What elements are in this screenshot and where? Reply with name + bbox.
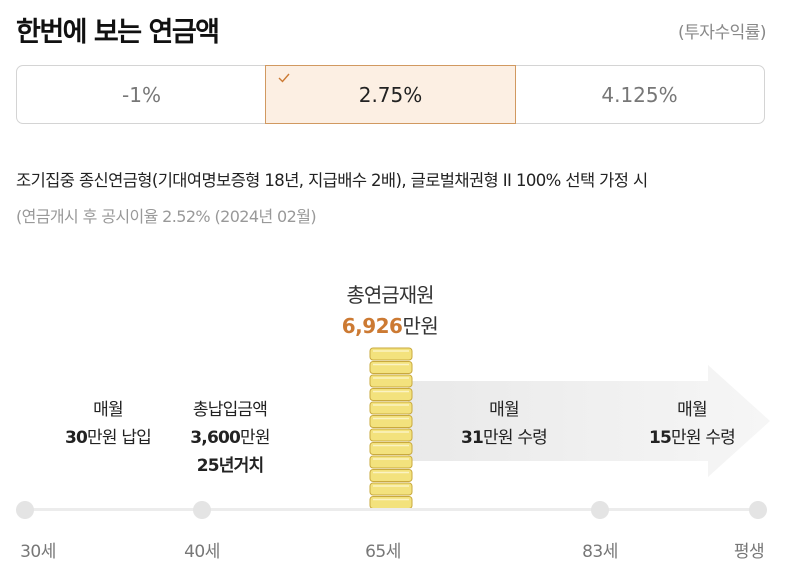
total-paid-label: 총납입금액 [192, 400, 268, 420]
total-fund-amount: 6,926 [341, 314, 403, 338]
coin [369, 428, 413, 442]
receive-phase2-info: 매월 15만원 수령 [622, 396, 762, 452]
monthly-payment-suffix: 만원 납입 [87, 428, 152, 448]
receive-phase2-amount: 15 [648, 428, 672, 448]
rate-selector: -1% 2.75% 4.125% [16, 65, 765, 124]
coin [369, 455, 413, 469]
rate-tab-4-125[interactable]: 4.125% [515, 66, 764, 123]
coin-stack-icon [369, 347, 413, 509]
coin [369, 469, 413, 482]
total-paid-value: 3,600만원 [160, 424, 300, 452]
monthly-payment-info: 매월 30만원 납입 [38, 396, 178, 452]
coin [369, 496, 413, 509]
timeline-dot-30 [16, 501, 34, 519]
coin [369, 415, 413, 428]
monthly-payment-value: 30만원 납입 [38, 424, 178, 452]
total-paid-amount: 3,600 [190, 428, 241, 448]
coin [369, 442, 413, 455]
rate-tab-2-75[interactable]: 2.75% [265, 65, 516, 124]
total-paid-period: 25년거치 [196, 456, 264, 476]
coin [369, 347, 413, 361]
receive-phase1-amount: 31 [460, 428, 484, 448]
monthly-payment-amount: 30 [64, 428, 88, 448]
total-fund-unit: 만원 [402, 314, 439, 338]
rate-tab-label: 4.125% [601, 82, 678, 107]
payout-arrow-icon [408, 365, 770, 477]
receive-phase1-info: 매월 31만원 수령 [434, 396, 574, 452]
age-label-lifetime: 평생 [733, 542, 765, 562]
coin [369, 361, 413, 374]
assumption-text: 조기집중 종신연금형(기대여명보증형 18년, 지급배수 2배), 글로벌채권형… [16, 171, 648, 190]
timeline-dot-lifetime [749, 501, 767, 519]
rate-tab-minus-1[interactable]: -1% [17, 66, 266, 123]
timeline-track [24, 508, 758, 511]
coin [369, 401, 413, 415]
age-label-65: 65세 [365, 542, 401, 562]
total-paid-info: 총납입금액 3,600만원 25년거치 [160, 396, 300, 480]
rate-tab-label: -1% [122, 82, 161, 107]
coin [369, 388, 413, 401]
receive-phase1-value: 31만원 수령 [434, 424, 574, 452]
receive-phase1-label: 매월 [489, 400, 519, 420]
coin [369, 374, 413, 388]
check-icon [278, 73, 290, 83]
monthly-payment-label: 매월 [93, 400, 123, 420]
page-title: 한번에 보는 연금액 [16, 17, 220, 48]
timeline-dot-40 [193, 501, 211, 519]
rate-tab-label: 2.75% [358, 82, 423, 107]
rate-note-text: (연금개시 후 공시이율 2.52% (2024년 02월) [16, 207, 317, 226]
total-paid-unit: 만원 [240, 428, 270, 448]
age-label-40: 40세 [184, 542, 220, 562]
total-fund-label: 총연금재원 [346, 283, 435, 307]
receive-phase2-suffix: 만원 수령 [671, 428, 736, 448]
timeline-dot-83 [591, 501, 609, 519]
receive-phase1-suffix: 만원 수령 [483, 428, 548, 448]
coin [369, 482, 413, 496]
page-subtitle: (투자수익률) [678, 23, 766, 43]
age-label-30: 30세 [20, 542, 56, 562]
total-fund-value: 6,926만원 [320, 310, 460, 339]
receive-phase2-value: 15만원 수령 [622, 424, 762, 452]
age-label-83: 83세 [582, 542, 618, 562]
receive-phase2-label: 매월 [677, 400, 707, 420]
